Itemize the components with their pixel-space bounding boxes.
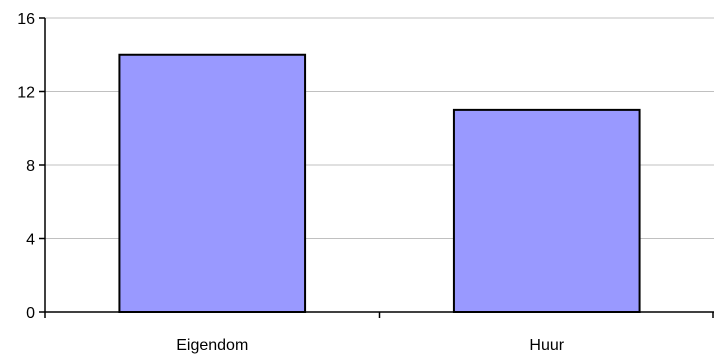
x-axis-labels: Eigendom Huur — [176, 337, 565, 354]
y-tick-label-0: 0 — [26, 305, 35, 322]
y-tick-label-12: 12 — [17, 85, 35, 102]
y-tick-label-16: 16 — [17, 11, 35, 28]
x-category-label-eigendom: Eigendom — [176, 337, 248, 354]
y-tick-label-4: 4 — [26, 232, 35, 249]
bars — [118, 53, 641, 313]
bar-eigendom — [118, 53, 307, 313]
y-axis-ticks: 0 4 8 12 16 — [17, 11, 45, 322]
bar-huur — [452, 108, 641, 313]
y-tick-label-8: 8 — [26, 158, 35, 175]
x-category-label-huur: Huur — [529, 337, 564, 354]
